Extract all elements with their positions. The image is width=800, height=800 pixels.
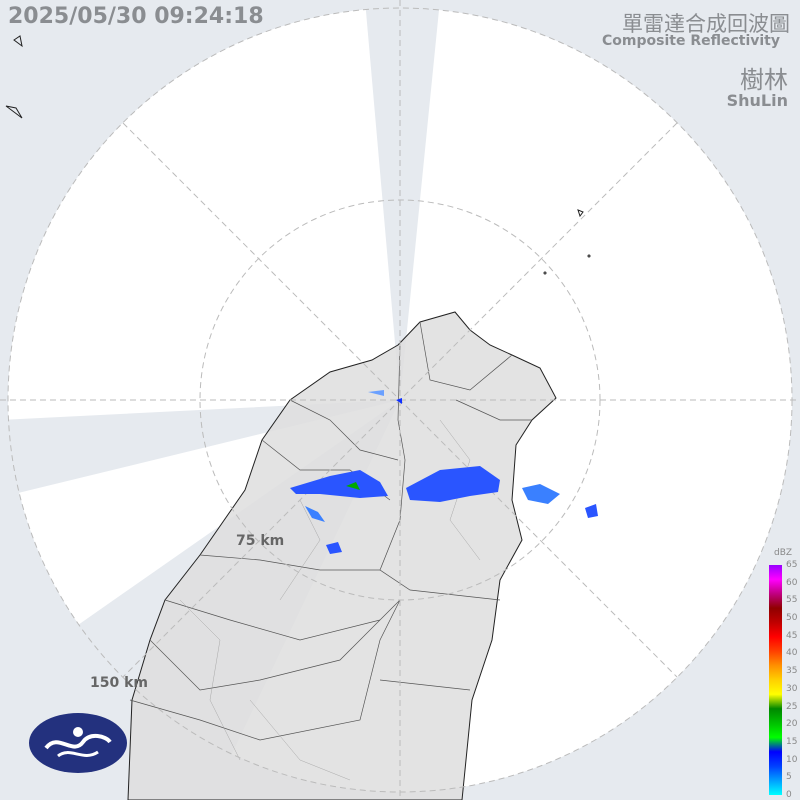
- legend-tick: 20: [786, 719, 798, 730]
- echo-cell: [585, 504, 598, 518]
- legend-tick: 40: [786, 648, 798, 659]
- echo-cell: [290, 470, 388, 498]
- echo-cell: [396, 398, 402, 404]
- echo-cell: [305, 506, 325, 522]
- legend-tick: 5: [786, 772, 792, 783]
- legend-tick: 65: [786, 560, 798, 570]
- legend-tick: 60: [786, 577, 798, 588]
- title-chinese: 單雷達合成回波圖: [622, 12, 790, 36]
- echo-cell: [368, 390, 384, 396]
- echo-cell: [346, 482, 360, 490]
- echo-cell: [522, 484, 560, 504]
- legend-tick: 10: [786, 754, 798, 765]
- legend-tick: 30: [786, 683, 798, 694]
- legend-color-bar: [769, 565, 782, 795]
- echo-cell: [406, 466, 500, 502]
- site-name-english: ShuLin: [726, 91, 788, 110]
- legend-tick: 35: [786, 666, 798, 677]
- legend-tick: 15: [786, 736, 798, 747]
- cwa-logo: [29, 713, 127, 773]
- range-label-150: 150 km: [90, 675, 148, 691]
- legend-tick: 55: [786, 595, 798, 606]
- taiwan-land: [127, 311, 557, 800]
- dbz-legend: dBZ 65 60 55 50 45 40 35 30 25 20 15 10 5 0: [768, 548, 800, 800]
- legend-tick: 50: [786, 613, 798, 624]
- range-label-75: 75 km: [236, 533, 285, 549]
- title-english: Composite Reflectivity: [602, 33, 780, 49]
- blocked-sector-west: [0, 400, 400, 500]
- site-name-chinese: 樹林: [740, 66, 788, 94]
- radar-echoes: [290, 390, 598, 554]
- legend-tick: 0: [786, 790, 792, 800]
- echo-cell: [326, 542, 342, 554]
- islets: [5, 35, 591, 275]
- legend-unit: dBZ: [774, 548, 793, 558]
- timestamp: 2025/05/30 09:24:18: [8, 4, 264, 29]
- legend-tick: 45: [786, 630, 798, 641]
- legend-tick: 25: [786, 701, 798, 712]
